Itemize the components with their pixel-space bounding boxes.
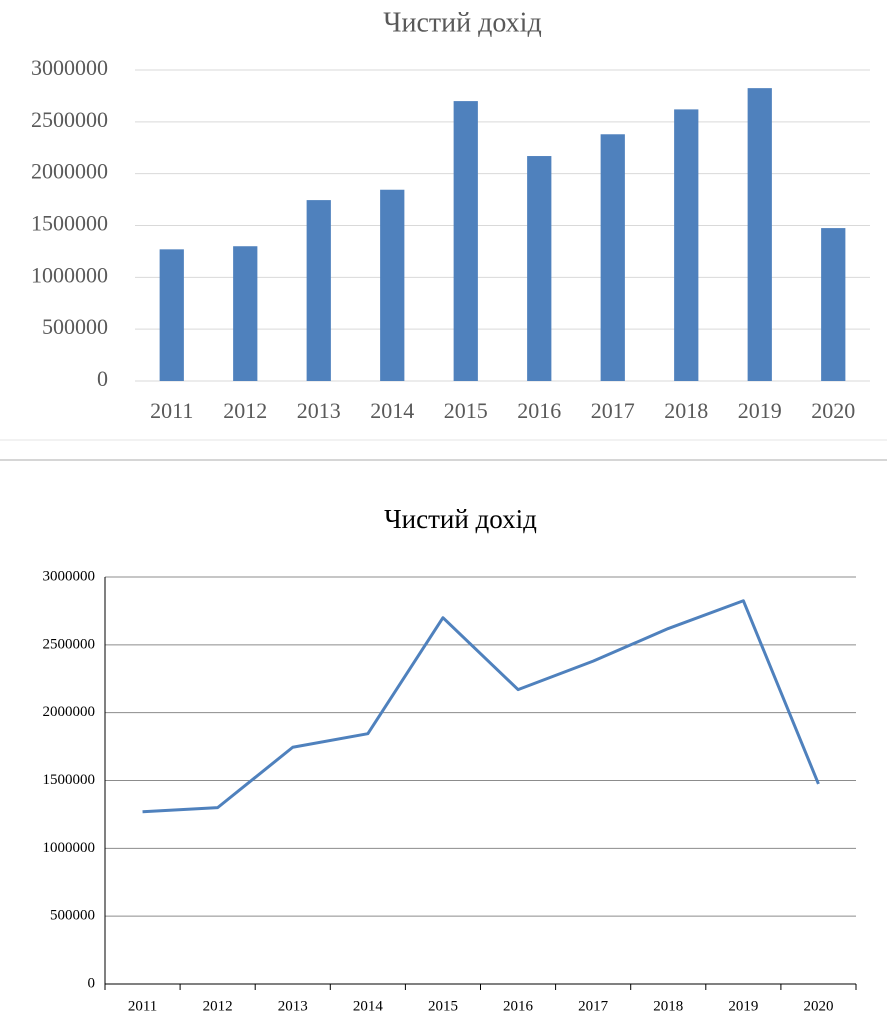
- bar: [747, 88, 772, 382]
- bar: [527, 156, 552, 381]
- x-tick-label: 2012: [223, 398, 267, 423]
- x-tick-label: 2018: [653, 998, 683, 1014]
- y-tick-label: 0: [88, 975, 96, 991]
- y-tick-label: 3000000: [31, 55, 108, 80]
- y-tick-label: 2500000: [43, 636, 96, 652]
- x-tick-label: 2017: [591, 398, 635, 423]
- y-tick-label: 1500000: [43, 772, 96, 788]
- x-tick-label: 2013: [297, 398, 341, 423]
- x-tick-label: 2015: [444, 398, 488, 423]
- x-tick-label: 2012: [203, 998, 233, 1014]
- bar: [306, 200, 331, 381]
- x-tick-label: 2019: [728, 998, 758, 1014]
- y-tick-label: 2000000: [43, 704, 96, 720]
- bar: [674, 109, 699, 381]
- chart-title: Чистий дохід: [384, 504, 537, 534]
- y-tick-label: 1500000: [31, 211, 108, 236]
- x-tick-label: 2018: [664, 398, 708, 423]
- x-tick-label: 2016: [517, 398, 561, 423]
- x-tick-label: 2011: [150, 398, 193, 423]
- x-tick-label: 2016: [503, 998, 534, 1014]
- y-tick-label: 500000: [42, 314, 108, 339]
- bar: [159, 249, 184, 381]
- bar: [233, 246, 258, 381]
- y-tick-label: 2000000: [31, 159, 108, 184]
- y-tick-label: 1000000: [31, 262, 108, 287]
- line: [142, 599, 820, 814]
- bar: [453, 101, 478, 381]
- chart-title: Чистий дохід: [383, 7, 541, 38]
- x-tick-label: 2017: [578, 998, 609, 1014]
- y-tick-label: 2500000: [31, 107, 108, 132]
- y-tick-label: 0: [97, 366, 108, 391]
- x-tick-label: 2020: [803, 998, 833, 1014]
- y-tick-label: 500000: [50, 908, 95, 924]
- y-tick-label: 3000000: [43, 568, 96, 584]
- y-tick-label: 1000000: [43, 840, 96, 856]
- x-tick-label: 2019: [738, 398, 782, 423]
- x-tick-label: 2014: [370, 398, 414, 423]
- x-tick-label: 2014: [353, 998, 384, 1014]
- x-tick-label: 2015: [428, 998, 458, 1014]
- bar: [821, 228, 846, 381]
- bar: [380, 189, 405, 381]
- bar: [600, 134, 625, 381]
- x-tick-label: 2011: [128, 998, 157, 1014]
- x-tick-label: 2013: [278, 998, 308, 1014]
- x-tick-label: 2020: [811, 398, 855, 423]
